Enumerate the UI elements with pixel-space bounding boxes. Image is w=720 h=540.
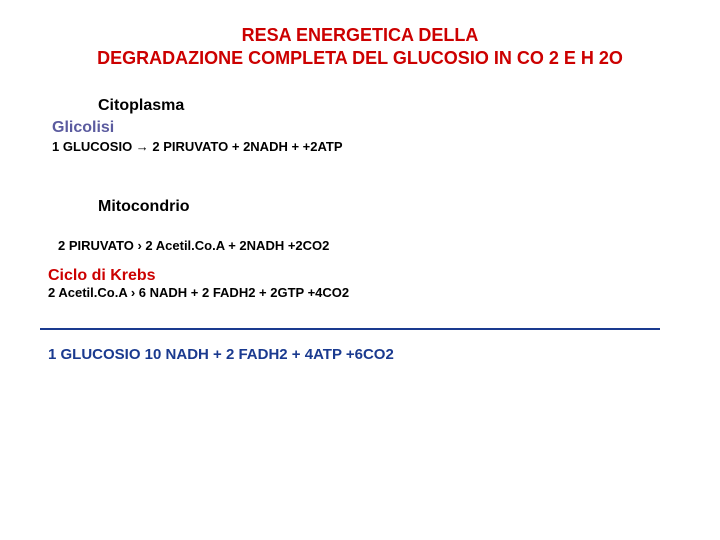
stage-krebs: Ciclo di Krebs	[48, 267, 720, 285]
total-row: 1 GLUCOSIO 10 NADH + 2 FADH2 + 4ATP +6CO…	[48, 346, 720, 363]
title-line-1: RESA ENERGETICA DELLA	[0, 24, 720, 47]
reaction-krebs: 2 Acetil.Co.A › 6 NADH + 2 FADH2 + 2GTP …	[48, 285, 720, 300]
page-title: RESA ENERGETICA DELLA DEGRADAZIONE COMPL…	[0, 0, 720, 69]
section-mitocondrio: Mitocondrio	[98, 198, 720, 216]
reaction-glycolysis: 1 GLUCOSIO → 2 PIRUVATO + 2NADH + +2ATP	[52, 139, 720, 154]
reaction-pyruvate: 2 PIRUVATO › 2 Acetil.Co.A + 2NADH +2CO2	[58, 238, 720, 253]
divider-line	[40, 328, 660, 330]
section-citoplasma: Citoplasma	[98, 97, 720, 115]
stage-glicolisi: Glicolisi	[52, 119, 720, 137]
title-line-2: DEGRADAZIONE COMPLETA DEL GLUCOSIO IN CO…	[0, 47, 720, 70]
